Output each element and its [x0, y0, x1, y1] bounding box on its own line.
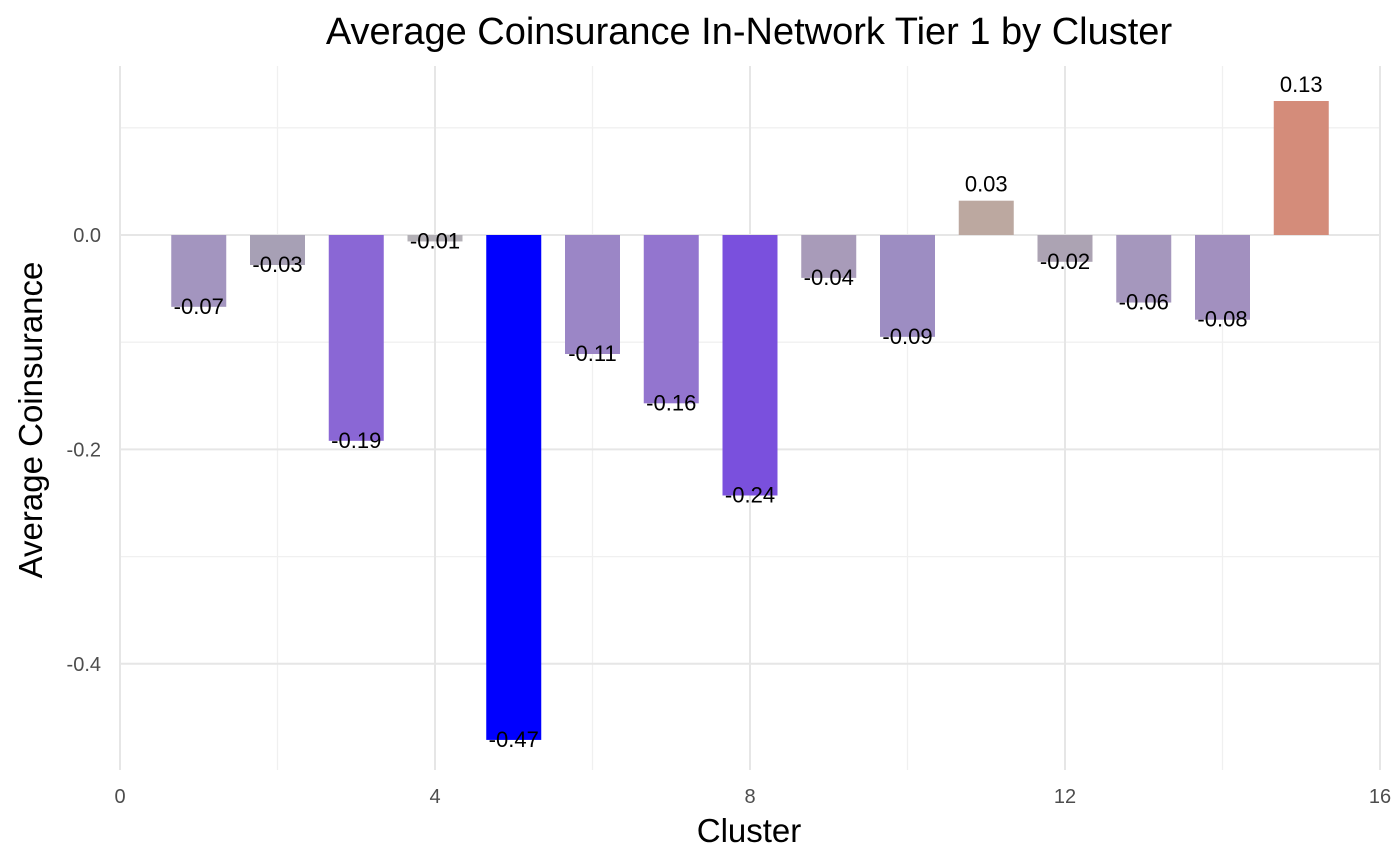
y-axis-ticks: 0.0 -0.2 -0.4: [67, 225, 101, 676]
x-tick-label: 4: [429, 786, 440, 808]
y-tick-label: -0.4: [67, 654, 101, 676]
bar-value-label: -0.16: [646, 390, 696, 415]
bar: [1037, 235, 1093, 262]
bar-value-label: -0.06: [1119, 290, 1169, 315]
y-axis-title: Average Coinsurance: [12, 262, 49, 579]
bar: [328, 235, 384, 441]
bar-value-label: -0.02: [1040, 249, 1090, 274]
bar: [958, 200, 1014, 235]
bars: [171, 101, 1329, 740]
bar: [1116, 235, 1172, 303]
y-tick-label: 0.0: [73, 225, 101, 247]
x-tick-label: 16: [1369, 786, 1391, 808]
bar: [1195, 235, 1250, 320]
bar: [722, 235, 778, 496]
bar: [801, 235, 857, 278]
bar: [486, 235, 542, 740]
bar-value-label: -0.47: [489, 727, 539, 752]
bar-value-label: -0.07: [174, 294, 224, 319]
bar-value-label: 0.13: [1280, 72, 1323, 97]
x-axis-ticks: 0 4 8 12 16: [114, 786, 1391, 808]
chart-title: Average Coinsurance In-Network Tier 1 by…: [326, 11, 1173, 53]
bar-value-label: -0.09: [882, 324, 932, 349]
bar-value-label: -0.01: [410, 228, 460, 253]
bar: [250, 235, 305, 266]
data-labels: -0.07 -0.03 -0.19 -0.01 -0.47 -0.11 -0.16 -0.24…: [174, 72, 1323, 752]
bar-value-label: -0.03: [252, 252, 302, 277]
bar: [1273, 101, 1329, 235]
bar-value-label: -0.11: [568, 341, 617, 366]
bar-value-label: -0.19: [331, 428, 381, 453]
x-tick-label: 0: [114, 786, 125, 808]
bar-value-label: 0.03: [965, 172, 1008, 197]
x-axis-title: Cluster: [697, 812, 802, 849]
x-tick-label: 8: [744, 786, 755, 808]
bar: [407, 235, 463, 242]
bar: [880, 235, 935, 337]
bar: [171, 235, 227, 307]
bar: [643, 235, 699, 404]
y-tick-label: -0.2: [67, 439, 101, 461]
x-tick-label: 12: [1054, 786, 1076, 808]
bar-value-label: -0.04: [804, 265, 854, 290]
bar: [565, 235, 620, 354]
bar-value-label: -0.24: [725, 482, 775, 507]
bar-value-label: -0.08: [1197, 307, 1247, 332]
